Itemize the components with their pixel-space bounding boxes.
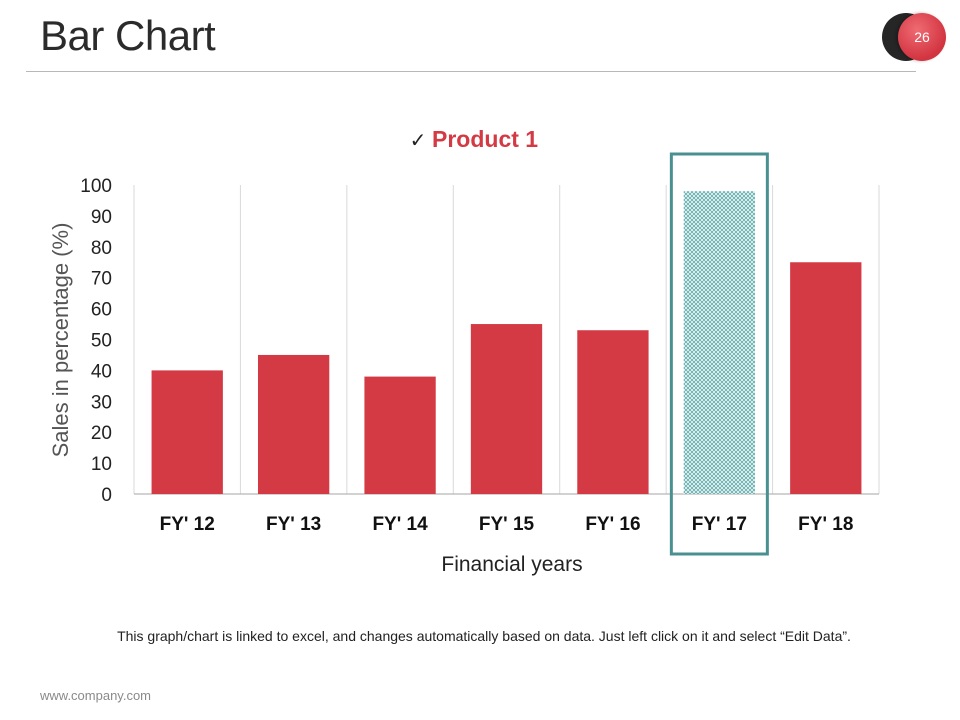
x-tick-label: FY' 17 — [692, 514, 747, 535]
x-tick-label: FY' 16 — [585, 514, 640, 535]
y-axis-label: Sales in percentage (%) — [48, 223, 73, 458]
slide-title: Bar Chart — [40, 12, 216, 59]
bar-fy-17 — [683, 191, 756, 494]
x-tick-label: FY' 14 — [372, 514, 428, 535]
x-tick-label: FY' 13 — [266, 514, 321, 535]
y-tick-label: 90 — [91, 207, 112, 228]
page-number: 26 — [898, 13, 946, 61]
y-tick-label: 40 — [91, 361, 112, 382]
x-tick-label: FY' 18 — [798, 514, 853, 535]
y-tick-label: 10 — [91, 454, 112, 475]
bar-fy-14 — [364, 376, 436, 494]
bar-fy-15 — [470, 324, 543, 494]
y-tick-label: 0 — [101, 485, 112, 506]
legend-check-icon: ✓ — [410, 128, 427, 152]
x-tick-label: FY' 15 — [479, 514, 535, 535]
bar-chart[interactable]: 0 10 20 30 40 50 60 70 80 90 100 FY' 12 FY' 13 FY' 14… — [0, 0, 960, 620]
x-tick-label: FY' 12 — [160, 514, 215, 535]
y-tick-label: 100 — [80, 176, 112, 197]
y-tick-label: 20 — [91, 423, 112, 444]
bar-fy-16 — [577, 330, 649, 494]
footer-url: www.company.com — [40, 688, 152, 703]
page-number-badge: 26 — [882, 13, 946, 63]
highlight-box — [669, 152, 769, 556]
y-tick-label: 70 — [91, 269, 112, 290]
y-tick-label: 60 — [91, 300, 112, 321]
bar-fy-18 — [790, 262, 862, 494]
bar-fy-12 — [151, 370, 223, 494]
bar-fy-13 — [257, 354, 330, 494]
footer-note: This graph/chart is linked to excel, and… — [117, 628, 851, 644]
x-axis-label: Financial years — [441, 553, 582, 576]
y-tick-label: 80 — [91, 238, 112, 259]
y-tick-label: 30 — [91, 392, 112, 413]
y-tick-label: 50 — [91, 331, 112, 352]
title-divider — [26, 71, 916, 72]
legend-label: Product 1 — [432, 126, 538, 152]
